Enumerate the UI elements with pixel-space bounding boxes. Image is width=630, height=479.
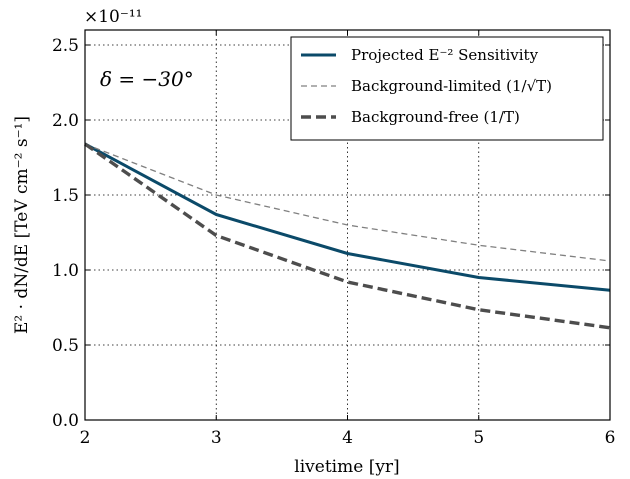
legend: Projected E⁻² Sensitivity Background-limi…	[290, 36, 604, 141]
y-tick-label-2: 1.0	[52, 261, 79, 281]
y-tick-label-0: 0.0	[52, 411, 79, 431]
y-axis-label: E² · dN/dE [TeV cm⁻² s⁻¹]	[12, 116, 32, 334]
series-lines	[84, 142, 611, 330]
legend-box	[290, 36, 604, 141]
x-tick-label-4: 6	[605, 428, 616, 448]
x-axis-label: livetime [yr]	[294, 457, 399, 477]
legend-label-0: Projected E⁻² Sensitivity	[351, 46, 539, 64]
y-tick-label-5: 2.5	[52, 36, 79, 56]
axis-ticks: 2 3 4 5 6 0.0 0.5 1.0 1.5 2.0 2.5	[52, 30, 615, 448]
x-tick-label-2: 4	[342, 428, 353, 448]
x-tick-label-0: 2	[80, 428, 91, 448]
series-line-2	[84, 142, 611, 330]
legend-label-1: Background-limited (1/√T)	[351, 77, 552, 95]
x-tick-label-3: 5	[473, 428, 484, 448]
declination-annotation: δ = −30°	[100, 67, 194, 91]
x-tick-label-1: 3	[211, 428, 222, 448]
y-tick-label-3: 1.5	[52, 186, 79, 206]
y-tick-label-4: 2.0	[52, 111, 79, 131]
y-exponent-label: ×10⁻¹¹	[84, 7, 142, 27]
y-tick-label-1: 0.5	[52, 336, 79, 356]
legend-label-2: Background-free (1/T)	[351, 108, 520, 126]
series-line-1	[84, 143, 611, 262]
series-line-0	[84, 142, 611, 292]
